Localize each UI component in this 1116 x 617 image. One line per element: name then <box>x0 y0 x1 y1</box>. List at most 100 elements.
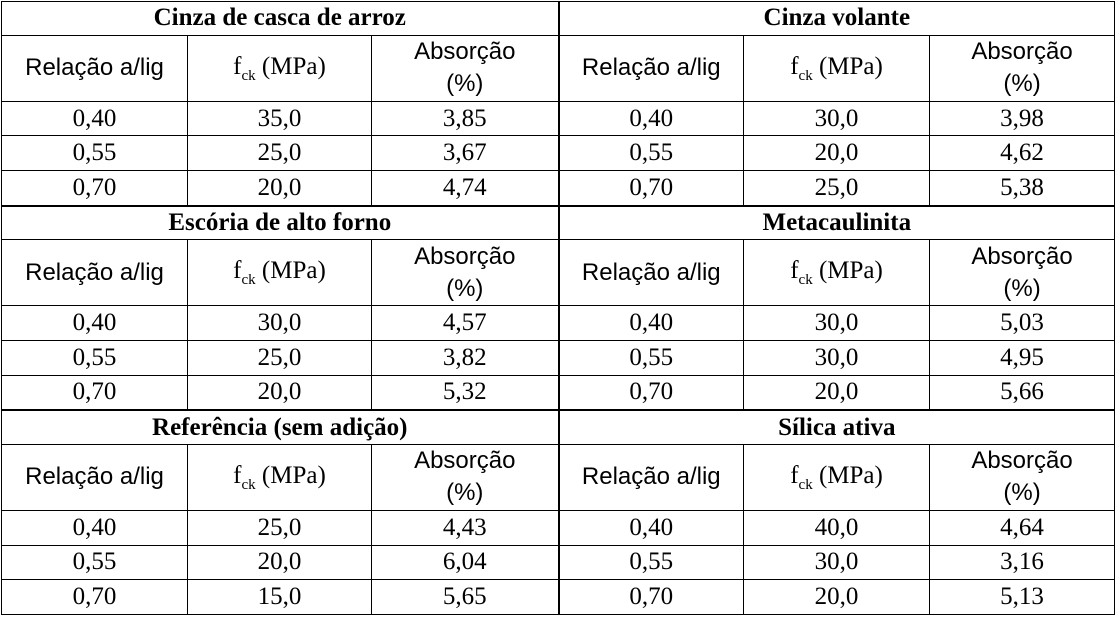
header-absorption: Absorção (%) <box>370 34 560 102</box>
header-fck-subscript: ck <box>241 476 256 493</box>
header-fck-symbol: f <box>233 52 242 80</box>
header-fck-unit: (MPa) <box>255 257 326 285</box>
header-fck-symbol: f <box>790 257 799 285</box>
cell-ratio: 0,40 <box>1 305 188 342</box>
header-absorption: Absorção (%) <box>929 34 1116 102</box>
cell-fck: 20,0 <box>743 374 931 411</box>
header-absorption-label: Absorção <box>414 447 516 475</box>
header-ratio: Relação a/lig <box>1 443 188 512</box>
cell-fck: 20,0 <box>743 135 931 171</box>
cell-ratio: 0,70 <box>1 579 188 615</box>
header-fck-subscript: ck <box>241 67 256 84</box>
header-ratio: Relação a/lig <box>557 443 745 512</box>
cell-fck: 20,0 <box>187 544 372 581</box>
cell-absorption: 5,32 <box>370 374 560 411</box>
cell-absorption: 4,64 <box>929 510 1116 546</box>
header-ratio: Relação a/lig <box>557 239 745 307</box>
header-absorption-unit: (%) <box>446 70 484 98</box>
table-row: 0,40 35,0 3,85 0,40 30,0 3,98 <box>1 100 1116 137</box>
header-fck: fck (MPa) <box>187 443 372 512</box>
cell-fck: 15,0 <box>187 579 372 615</box>
cell-ratio: 0,55 <box>1 340 188 376</box>
header-fck: fck (MPa) <box>187 239 372 307</box>
column-header-row: Relação a/lig fck (MPa) Absorção (%) Relação… <box>1 34 1116 102</box>
cell-absorption: 4,43 <box>370 510 560 546</box>
header-absorption-label: Absorção <box>414 242 516 270</box>
cell-absorption: 5,65 <box>370 579 560 615</box>
cell-fck: 35,0 <box>187 100 372 137</box>
table-row: 0,40 25,0 4,43 0,40 40,0 4,64 <box>1 510 1116 546</box>
header-fck-unit: (MPa) <box>812 461 883 489</box>
header-fck-subscript: ck <box>241 272 256 289</box>
cell-ratio: 0,55 <box>1 544 188 581</box>
header-absorption: Absorção (%) <box>929 239 1116 307</box>
header-fck-unit: (MPa) <box>255 52 326 80</box>
cell-fck: 25,0 <box>187 135 372 171</box>
cell-ratio: 0,70 <box>557 374 745 411</box>
group-title-row: Referência (sem adição) Sílica ativa <box>0 409 1116 445</box>
cell-fck: 30,0 <box>743 340 931 376</box>
header-absorption-unit: (%) <box>1003 274 1041 302</box>
cell-absorption: 4,57 <box>370 305 560 342</box>
header-absorption: Absorção (%) <box>929 443 1116 512</box>
cell-fck: 20,0 <box>187 169 372 207</box>
header-fck-subscript: ck <box>798 272 813 289</box>
group-title-row: Cinza de casca de arroz Cinza volante <box>0 1 1116 36</box>
cell-absorption: 4,95 <box>929 340 1116 376</box>
header-absorption-label: Absorção <box>971 38 1073 66</box>
section-title-metacaulinita: Metacaulinita <box>557 204 1116 241</box>
cell-ratio: 0,55 <box>557 544 745 581</box>
cell-absorption: 3,67 <box>370 135 560 171</box>
cell-absorption: 5,13 <box>929 579 1116 615</box>
cell-ratio: 0,55 <box>1 135 188 171</box>
header-fck: fck (MPa) <box>187 34 372 102</box>
header-fck-unit: (MPa) <box>255 461 326 489</box>
cell-ratio: 0,70 <box>557 169 745 207</box>
header-absorption: Absorção (%) <box>370 443 560 512</box>
header-absorption-label: Absorção <box>971 242 1073 270</box>
cell-absorption: 4,62 <box>929 135 1116 171</box>
cell-ratio: 0,70 <box>1 169 188 207</box>
header-fck: fck (MPa) <box>743 239 931 307</box>
cell-fck: 40,0 <box>743 510 931 546</box>
table-row: 0,70 15,0 5,65 0,70 20,0 5,13 <box>1 579 1116 615</box>
cell-ratio: 0,40 <box>1 510 188 546</box>
header-absorption-unit: (%) <box>446 274 484 302</box>
cell-absorption: 3,98 <box>929 100 1116 137</box>
cell-fck: 30,0 <box>743 305 931 342</box>
header-absorption-unit: (%) <box>1003 70 1041 98</box>
table-row: 0,70 20,0 5,32 0,70 20,0 5,66 <box>1 374 1116 411</box>
cell-ratio: 0,55 <box>557 340 745 376</box>
header-fck-subscript: ck <box>798 67 813 84</box>
cell-fck: 20,0 <box>743 579 931 615</box>
section-title-silica-ativa: Sílica ativa <box>557 409 1116 445</box>
header-absorption: Absorção (%) <box>370 239 560 307</box>
cell-fck: 25,0 <box>187 510 372 546</box>
table-row: 0,55 25,0 3,67 0,55 20,0 4,62 <box>1 135 1116 171</box>
cell-ratio: 0,40 <box>1 100 188 137</box>
header-fck: fck (MPa) <box>743 443 931 512</box>
header-absorption-unit: (%) <box>1003 479 1041 507</box>
cell-ratio: 0,70 <box>557 579 745 615</box>
cell-absorption: 5,38 <box>929 169 1116 207</box>
cell-absorption: 3,16 <box>929 544 1116 581</box>
section-title-cinza-de-casca-de-arroz: Cinza de casca de arroz <box>0 1 560 36</box>
header-fck-symbol: f <box>233 461 242 489</box>
cell-absorption: 5,03 <box>929 305 1116 342</box>
cell-ratio: 0,40 <box>557 100 745 137</box>
cell-absorption: 3,85 <box>370 100 560 137</box>
cell-ratio: 0,40 <box>557 510 745 546</box>
header-fck-symbol: f <box>233 257 242 285</box>
cell-ratio: 0,70 <box>1 374 188 411</box>
section-title-referencia-sem-adicao: Referência (sem adição) <box>0 409 560 445</box>
cell-absorption: 5,66 <box>929 374 1116 411</box>
cell-fck: 20,0 <box>187 374 372 411</box>
header-absorption-label: Absorção <box>414 38 516 66</box>
cell-absorption: 3,82 <box>370 340 560 376</box>
header-absorption-label: Absorção <box>971 447 1073 475</box>
header-fck-symbol: f <box>790 461 799 489</box>
cell-fck: 25,0 <box>187 340 372 376</box>
header-fck-unit: (MPa) <box>812 52 883 80</box>
